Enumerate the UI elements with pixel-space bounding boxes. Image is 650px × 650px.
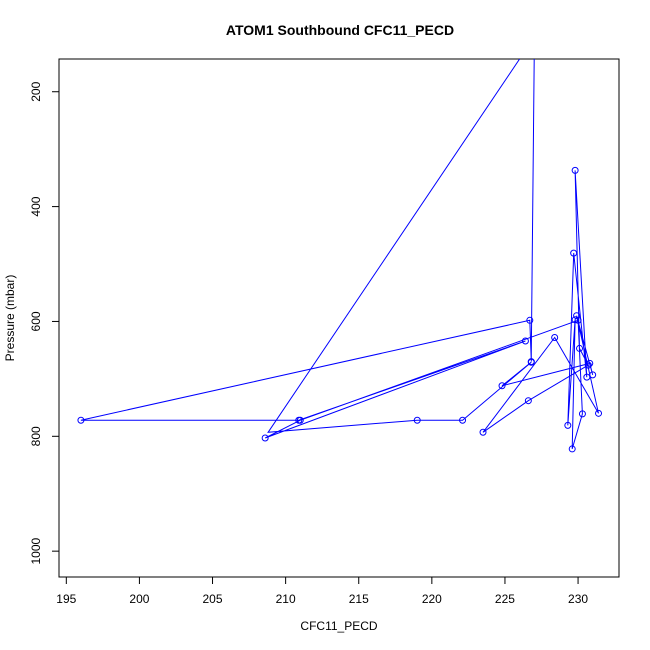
data-point	[498, 382, 506, 390]
data-point	[459, 416, 467, 424]
data-point	[578, 410, 586, 418]
data-point	[583, 373, 591, 381]
data-point	[586, 359, 594, 367]
y-tick-label: 1000	[29, 537, 43, 564]
x-tick-label: 200	[129, 592, 149, 606]
series-line	[80, 59, 599, 450]
x-tick-label: 195	[56, 592, 76, 606]
data-point	[77, 416, 85, 424]
data-point	[595, 409, 603, 417]
data-point	[521, 337, 529, 345]
x-axis-label: CFC11_PECD	[300, 619, 377, 633]
chart-title: ATOM1 Southbound CFC11_PECD	[226, 22, 454, 38]
y-tick-label: 800	[29, 426, 43, 446]
data-point	[296, 416, 304, 424]
y-axis: 200 400 600 800 1000	[29, 81, 60, 565]
data-point	[479, 428, 487, 436]
x-tick-label: 210	[276, 592, 296, 606]
plot-area	[77, 59, 603, 453]
x-tick-label: 215	[349, 592, 369, 606]
x-tick-label: 205	[203, 592, 223, 606]
y-tick-label: 600	[29, 311, 43, 331]
data-point	[584, 361, 592, 369]
data-point	[526, 316, 534, 324]
x-tick-label: 220	[422, 592, 442, 606]
data-point	[524, 397, 532, 405]
data-point	[574, 316, 582, 324]
data-point	[570, 249, 578, 257]
data-point	[568, 445, 576, 453]
y-tick-label: 400	[29, 196, 43, 216]
y-tick-label: 200	[29, 81, 43, 101]
x-axis: 195 200 205 210 215 220 225 230	[56, 576, 588, 606]
data-point	[527, 358, 535, 366]
x-tick-label: 225	[495, 592, 515, 606]
data-point	[576, 344, 584, 352]
y-axis-label: Pressure (mbar)	[3, 275, 17, 362]
data-point	[551, 334, 559, 342]
data-point	[261, 434, 269, 442]
data-point	[573, 312, 581, 320]
data-point	[589, 371, 597, 379]
data-point	[571, 316, 579, 324]
data-point	[413, 416, 421, 424]
data-point	[571, 166, 579, 174]
data-point	[564, 421, 572, 429]
x-tick-label: 230	[568, 592, 588, 606]
plot-frame	[58, 58, 620, 578]
